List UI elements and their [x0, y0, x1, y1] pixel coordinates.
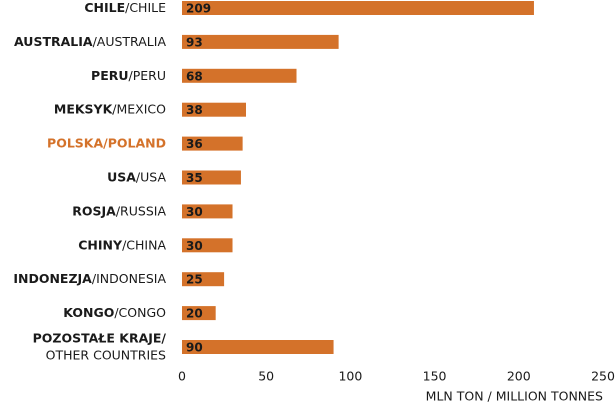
x-tick-label: 250	[591, 369, 615, 384]
category-label: PERU/PERU	[91, 67, 166, 82]
category-label-rest: /CONGO	[114, 305, 166, 320]
bar	[182, 102, 246, 117]
category-label: INDONEZJA/INDONESIA	[13, 271, 166, 286]
category-label: MEKSYK/MEXICO	[54, 101, 166, 116]
bar	[182, 68, 297, 83]
value-label: 36	[186, 137, 203, 151]
bar	[182, 306, 216, 321]
category-label-rest: /AUSTRALIA	[93, 33, 167, 48]
category-label-rest: /PERU	[129, 67, 166, 82]
value-label: 35	[186, 171, 203, 185]
x-tick-label: 0	[178, 369, 186, 384]
bar	[182, 238, 233, 253]
category-label-bold: USA	[107, 169, 136, 184]
bar	[182, 340, 334, 354]
category-label-bold: CHILE	[84, 0, 125, 15]
x-axis-title: MLN TON / MILLION TONNES	[426, 389, 603, 404]
category-label: AUSTRALIA/AUSTRALIA	[14, 33, 166, 48]
category-label: POLSKA/POLAND	[47, 135, 166, 150]
bar	[182, 272, 225, 287]
category-label-rest: /CHINA	[122, 237, 166, 252]
category-label-bold: CHINY	[78, 237, 123, 252]
value-label: 93	[186, 35, 203, 49]
x-tick-label: 150	[423, 369, 447, 384]
category-label-rest: /INDONESIA	[92, 271, 167, 286]
x-tick-label: 100	[338, 369, 362, 384]
category-label-rest: /USA	[136, 169, 167, 184]
category-label: USA/USA	[107, 169, 166, 184]
category-label-bold: MEKSYK	[54, 101, 114, 116]
category-label-bold: PERU	[91, 67, 128, 82]
category-label: CHINY/CHINA	[78, 237, 166, 252]
x-tick-label: 200	[507, 369, 531, 384]
value-label: 30	[186, 205, 203, 219]
category-label: ROSJA/RUSSIA	[72, 203, 166, 218]
bar	[182, 34, 339, 49]
bar	[182, 170, 241, 185]
category-label-bold: ROSJA	[72, 203, 116, 218]
value-label: 30	[186, 239, 203, 253]
category-label-bold: KONGO	[63, 305, 114, 320]
value-label: 68	[186, 69, 203, 83]
category-label: POZOSTAŁE KRAJE/	[33, 331, 167, 346]
category-label-bold: POLSKA/POLAND	[47, 135, 166, 150]
value-label: 90	[186, 341, 203, 355]
value-label: 25	[186, 273, 203, 287]
category-label-rest: /MEXICO	[112, 101, 166, 116]
bar	[182, 1, 534, 15]
category-label-rest: /RUSSIA	[116, 203, 167, 218]
category-label-bold: INDONEZJA	[13, 271, 92, 286]
bar	[182, 204, 233, 219]
category-label-rest: /CHILE	[125, 0, 166, 15]
category-label: KONGO/CONGO	[63, 305, 166, 320]
category-label: OTHER COUNTRIES	[46, 348, 166, 363]
value-label: 20	[186, 307, 203, 321]
category-label-bold: AUSTRALIA	[14, 33, 93, 48]
bar	[182, 136, 243, 151]
value-label: 38	[186, 103, 203, 117]
category-label: CHILE/CHILE	[84, 0, 166, 15]
value-label: 209	[186, 2, 211, 16]
x-tick-label: 50	[258, 369, 274, 384]
